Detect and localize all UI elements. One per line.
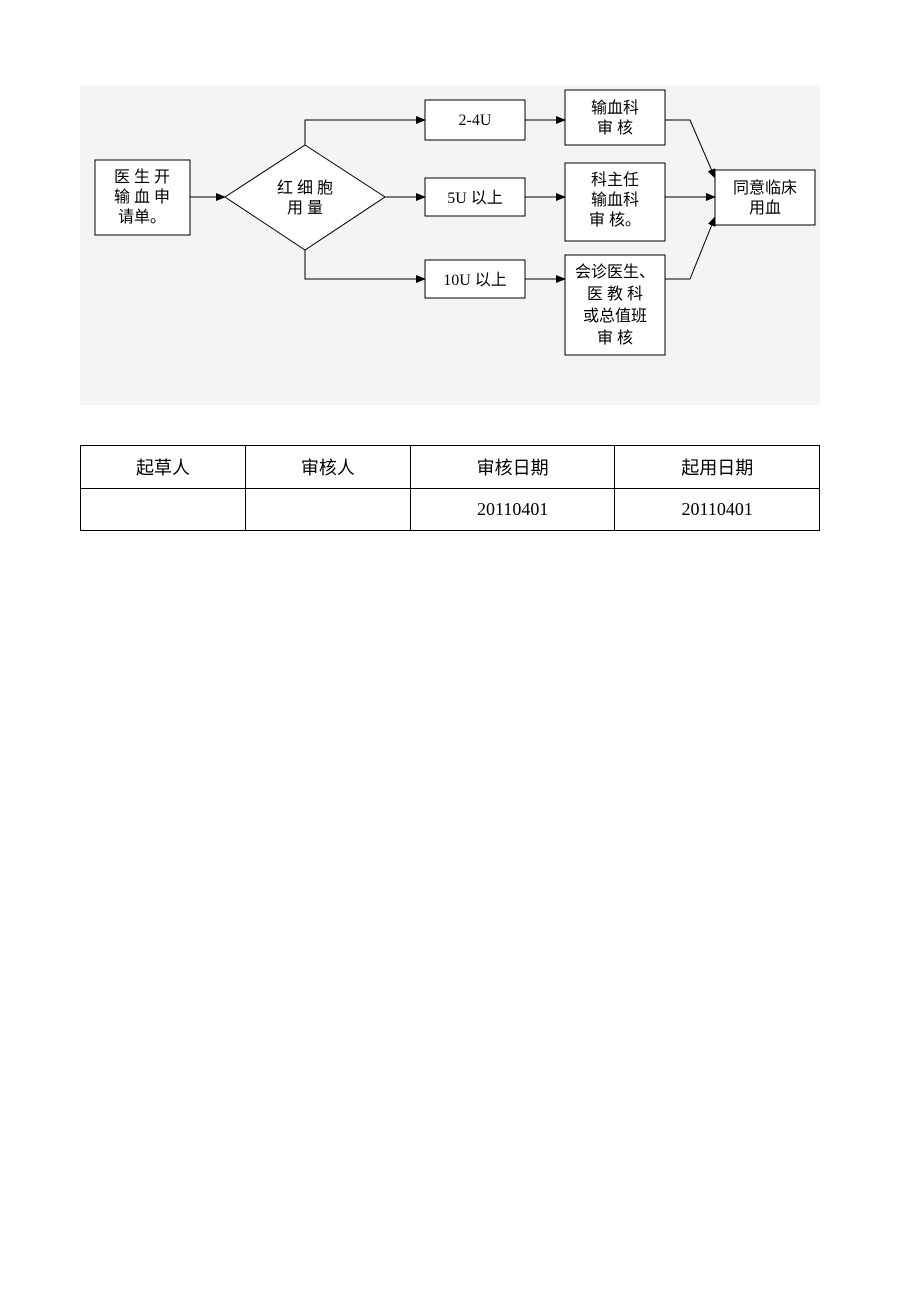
node-rev3-line4: 审 核 [597, 329, 633, 347]
flowchart-svg: 医 生 开 输 血 申 请单。 红 细 胞 用 量 2-4U 5U 以上 10U… [80, 85, 820, 405]
node-start-line2: 输 血 申 [114, 188, 170, 206]
node-decision-line1: 红 细 胞 [277, 179, 333, 197]
cell-effective-date: 20110401 [615, 489, 820, 531]
table-header-row: 起草人 审核人 审核日期 起用日期 [81, 446, 820, 489]
edge-decision-cond1 [305, 120, 425, 145]
col-effective-date: 起用日期 [615, 446, 820, 489]
edge-decision-cond3 [305, 250, 425, 279]
signature-table-container: 起草人 审核人 审核日期 起用日期 20110401 20110401 [80, 445, 820, 531]
cell-review-date: 20110401 [410, 489, 615, 531]
node-rev3-line2: 医 教 科 [587, 285, 643, 303]
edge-rev3-end [665, 217, 715, 279]
col-drafter: 起草人 [81, 446, 246, 489]
node-start-line1: 医 生 开 [114, 168, 170, 186]
node-cond1-label: 2-4U [459, 112, 492, 129]
flowchart-container: 医 生 开 输 血 申 请单。 红 细 胞 用 量 2-4U 5U 以上 10U… [80, 85, 820, 405]
node-rev2-line1: 科主任 [591, 171, 639, 189]
cell-reviewer [245, 489, 410, 531]
node-end-line2: 用血 [749, 199, 781, 217]
node-decision [225, 145, 385, 250]
cell-drafter [81, 489, 246, 531]
node-rev1-line1: 输血科 [591, 99, 639, 117]
table-row: 20110401 20110401 [81, 489, 820, 531]
node-decision-line2: 用 量 [287, 200, 323, 217]
node-rev2-line3: 审 核。 [589, 211, 641, 229]
node-rev3-line1: 会诊医生、 [575, 263, 655, 281]
node-rev1-line2: 审 核 [597, 119, 633, 137]
edge-rev1-end [665, 120, 715, 178]
node-rev3-line3: 或总值班 [583, 307, 647, 325]
col-reviewer: 审核人 [245, 446, 410, 489]
node-cond2-label: 5U 以上 [447, 189, 503, 207]
node-end-line1: 同意临床 [733, 178, 797, 197]
signature-table: 起草人 审核人 审核日期 起用日期 20110401 20110401 [80, 445, 820, 531]
node-cond3-label: 10U 以上 [443, 271, 507, 289]
node-start-line3: 请单。 [118, 208, 166, 226]
node-rev2-line2: 输血科 [591, 191, 639, 209]
col-review-date: 审核日期 [410, 446, 615, 489]
